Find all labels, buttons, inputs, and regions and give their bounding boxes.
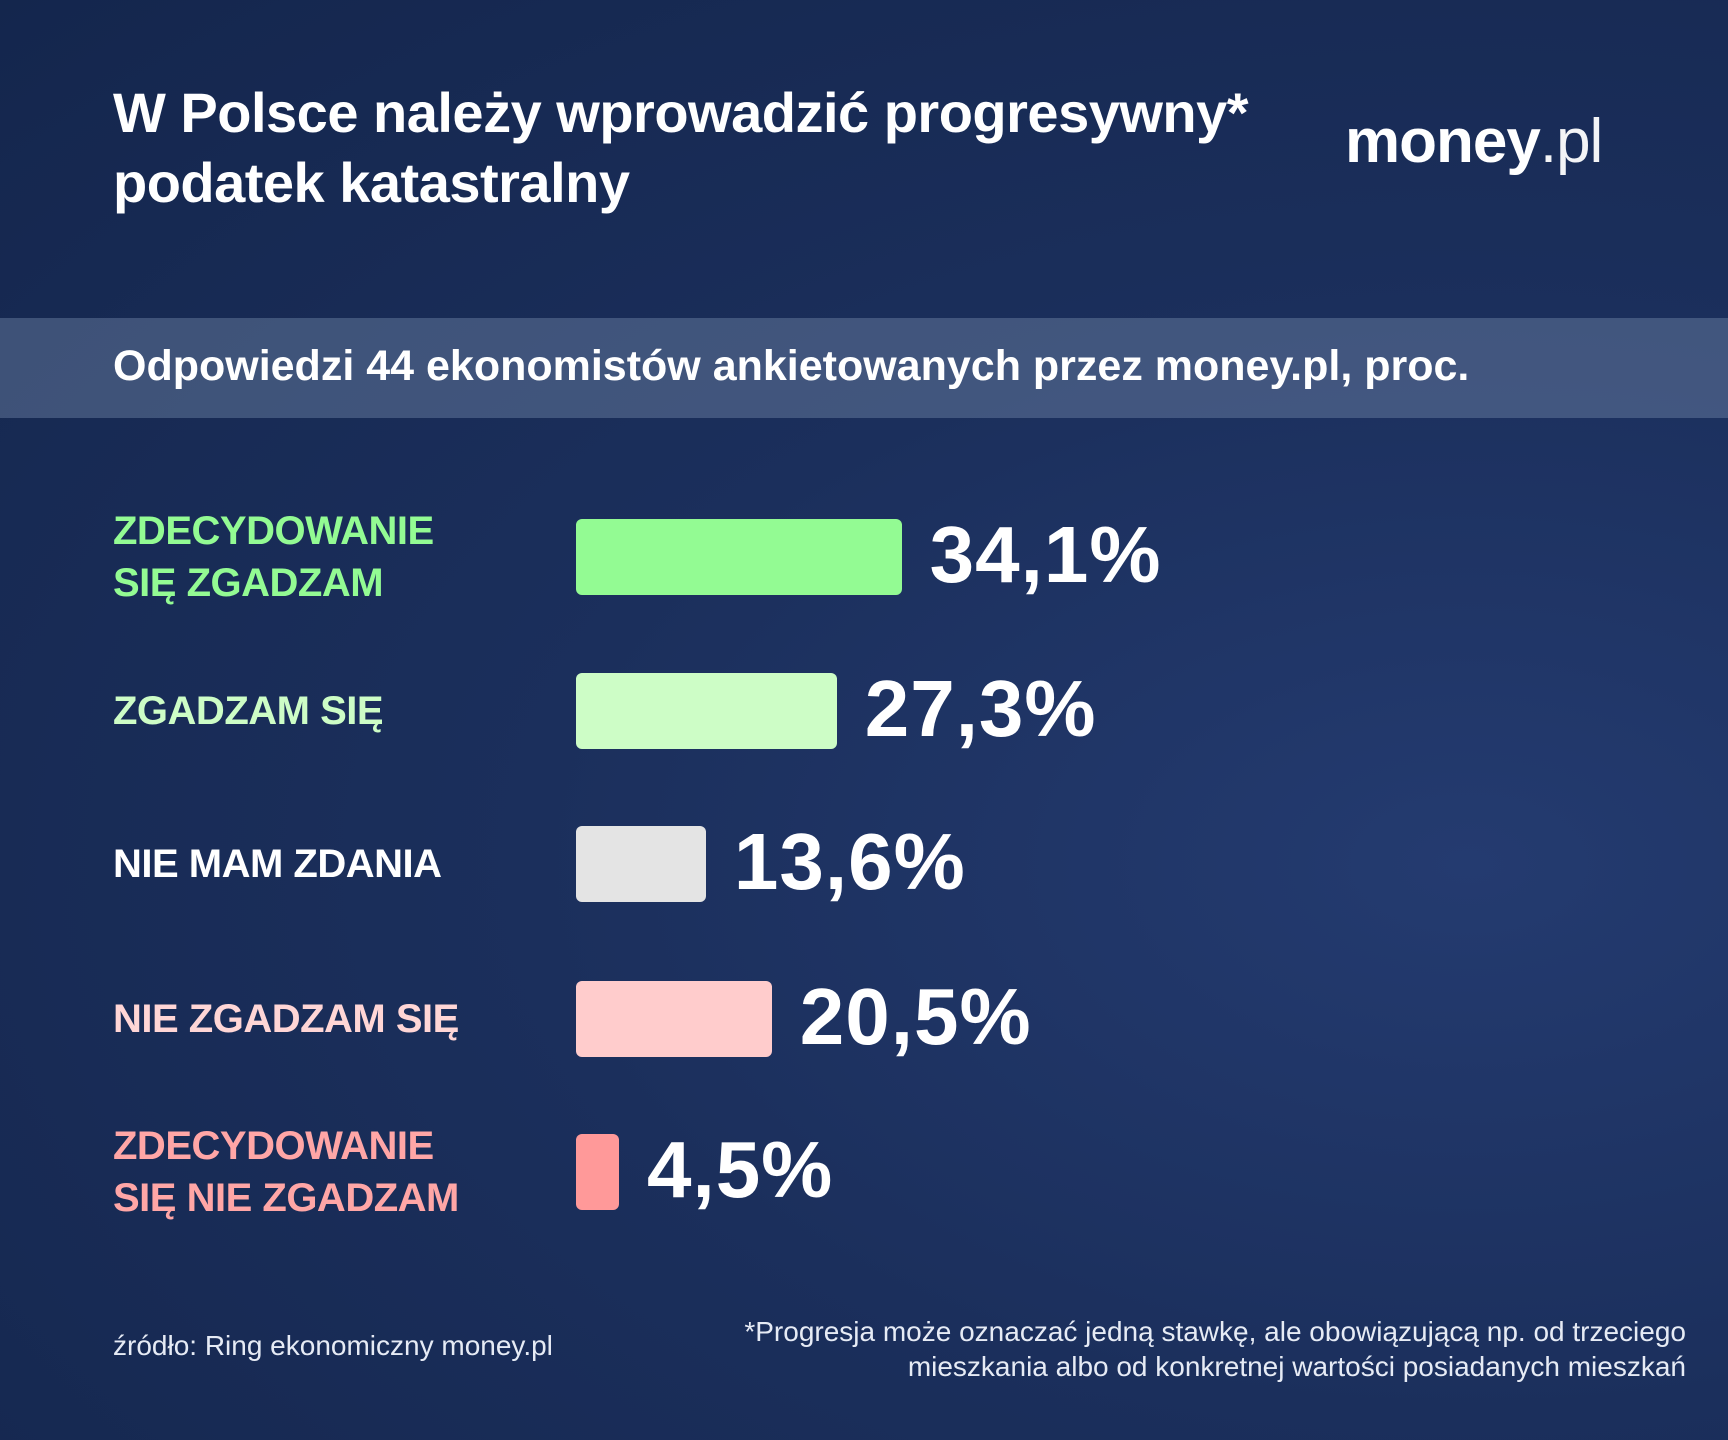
value-label: 4,5% [646, 1125, 834, 1214]
bar [576, 981, 772, 1057]
value-label: 34,1% [929, 510, 1162, 599]
category-label: NIE MAM ZDANIA [113, 842, 442, 886]
category-label: ZDECYDOWANIE SIĘ ZGADZAM [113, 509, 434, 605]
value-label: 13,6% [733, 817, 966, 906]
chart-subtitle: Odpowiedzi 44 ekonomistów ankietowanych … [113, 342, 1470, 390]
bar [576, 673, 837, 749]
category-label: ZDECYDOWANIE SIĘ NIE ZGADZAM [113, 1124, 459, 1220]
category-label: NIE ZGADZAM SIĘ [113, 997, 459, 1041]
money-pl-logo: money.pl [1345, 107, 1603, 176]
chart-title: W Polsce należy wprowadzić progresywny* … [113, 81, 1249, 214]
footnote: *Progresja może oznaczać jedną stawkę, a… [744, 1316, 1686, 1382]
source-note: źródło: Ring ekonomiczny money.pl [113, 1330, 553, 1361]
bar [576, 826, 706, 902]
bar [576, 519, 902, 595]
value-label: 27,3% [864, 664, 1097, 753]
bar [576, 1134, 619, 1210]
value-label: 20,5% [799, 972, 1032, 1061]
category-label: ZGADZAM SIĘ [113, 689, 384, 733]
subtitle-band [0, 318, 1728, 418]
